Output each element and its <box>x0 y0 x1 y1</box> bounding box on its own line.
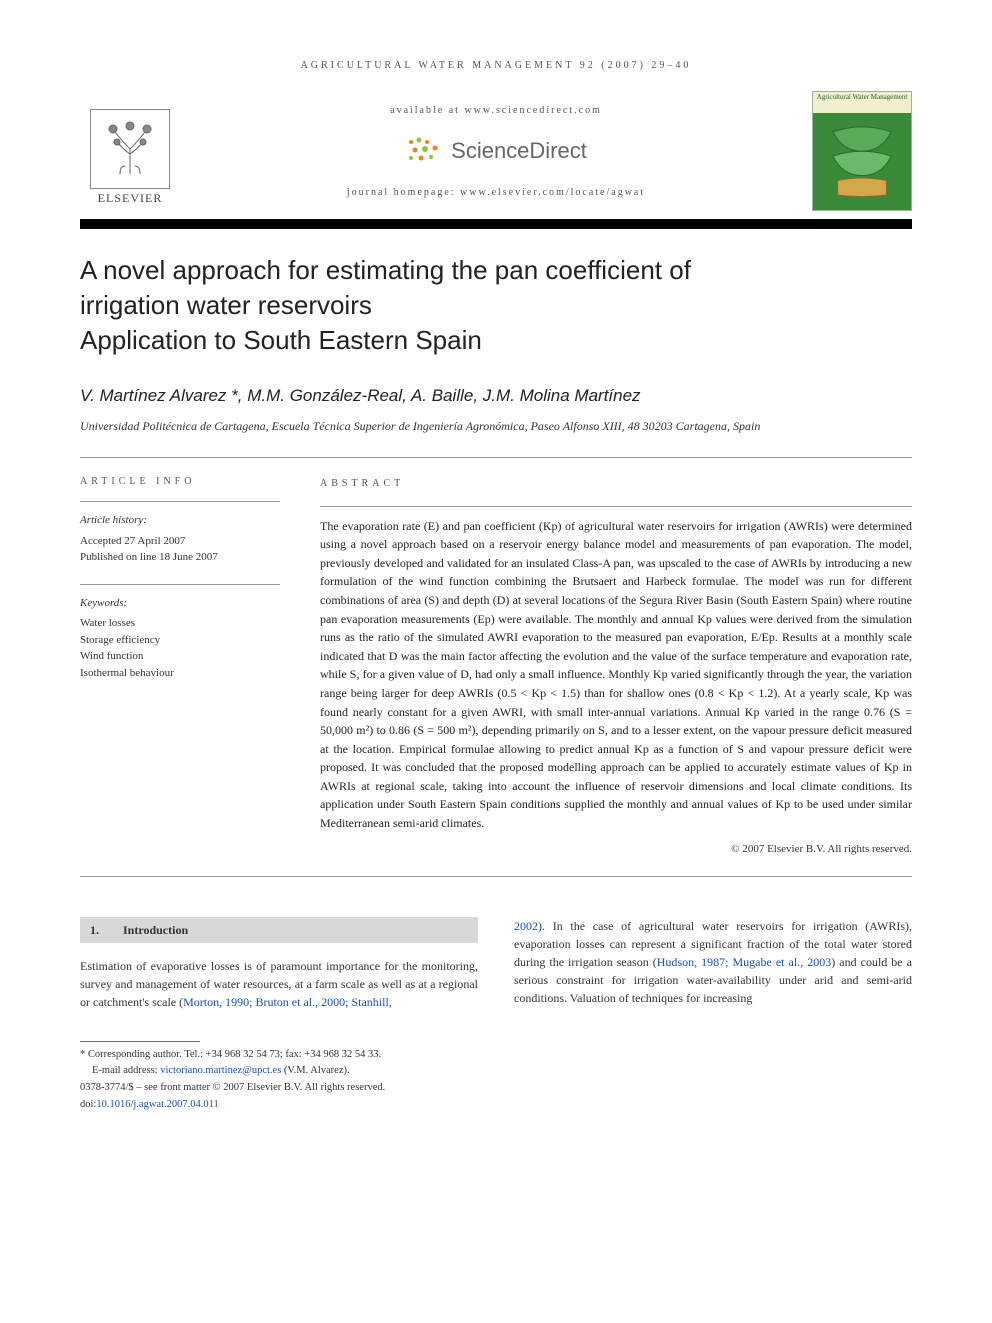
title-separator-bar <box>80 219 912 229</box>
keywords-label: Keywords: <box>80 595 280 612</box>
title-line-1: A novel approach for estimating the pan … <box>80 255 691 285</box>
journal-header: ELSEVIER available at www.sciencedirect.… <box>80 91 912 211</box>
doi-link[interactable]: 10.1016/j.agwat.2007.04.011 <box>96 1099 218 1110</box>
sciencedirect-dots-icon <box>405 134 445 169</box>
keyword-item: Wind function <box>80 648 280 665</box>
elsevier-label: ELSEVIER <box>98 191 163 206</box>
footnotes: * Corresponding author. Tel.: +34 968 32… <box>80 1041 912 1113</box>
keyword-item: Storage efficiency <box>80 632 280 649</box>
info-divider-2 <box>80 584 280 585</box>
email-tail: (V.M. Alvarez). <box>281 1065 349 1076</box>
abstract-divider <box>320 506 912 507</box>
article-title: A novel approach for estimating the pan … <box>80 253 912 358</box>
available-at-text: available at www.sciencedirect.com <box>180 105 812 116</box>
section-number: 1. <box>90 921 99 939</box>
header-center: available at www.sciencedirect.com <box>180 105 812 198</box>
sciencedirect-text: ScienceDirect <box>451 138 587 164</box>
sciencedirect-logo: ScienceDirect <box>405 134 587 169</box>
front-matter-text: 0378-3774/$ – see front matter © 2007 El… <box>80 1081 912 1096</box>
authors: V. Martínez Alvarez *, M.M. González-Rea… <box>80 386 912 406</box>
keyword-item: Isothermal behaviour <box>80 665 280 682</box>
title-line-3: Application to South Eastern Spain <box>80 325 482 355</box>
abstract-copyright: © 2007 Elsevier B.V. All rights reserved… <box>320 841 912 858</box>
accepted-date: Accepted 27 April 2007 <box>80 533 280 550</box>
article-info-heading: ARTICLE INFO <box>80 476 280 487</box>
info-abstract-row: ARTICLE INFO Article history: Accepted 2… <box>80 458 912 876</box>
article-history-label: Article history: <box>80 512 280 529</box>
abstract-text: The evaporation rate (E) and pan coeffic… <box>320 517 912 833</box>
body-column-right: 2002). In the case of agricultural water… <box>514 917 912 1011</box>
section-heading: 1. Introduction <box>80 917 478 943</box>
title-line-2: irrigation water reservoirs <box>80 290 372 320</box>
article-history-block: Article history: Accepted 27 April 2007 … <box>80 512 280 566</box>
keyword-item: Water losses <box>80 615 280 632</box>
journal-homepage-text: journal homepage: www.elsevier.com/locat… <box>180 187 812 198</box>
abstract-column: ABSTRACT The evaporation rate (E) and pa… <box>320 476 912 858</box>
running-header: AGRICULTURAL WATER MANAGEMENT 92 (2007) … <box>80 60 912 71</box>
body-columns: 1. Introduction Estimation of evaporativ… <box>80 917 912 1011</box>
email-label: E-mail address: <box>92 1065 160 1076</box>
affiliation: Universidad Politécnica de Cartagena, Es… <box>80 418 912 435</box>
footnote-divider <box>80 1041 200 1042</box>
journal-cover-art-icon <box>823 122 901 200</box>
article-info-column: ARTICLE INFO Article history: Accepted 2… <box>80 476 280 858</box>
elsevier-logo: ELSEVIER <box>80 96 180 206</box>
body-column-left: 1. Introduction Estimation of evaporativ… <box>80 917 478 1011</box>
citation-link[interactable]: Hudson, 1987; Mugabe et al., 2003 <box>657 955 831 969</box>
citation-link[interactable]: Morton, 1990; Bruton et al., 2000; Stanh… <box>183 995 392 1009</box>
journal-cover-thumbnail: Agricultural Water Management <box>812 91 912 211</box>
abstract-heading: ABSTRACT <box>320 476 912 492</box>
doi-label: doi: <box>80 1099 96 1110</box>
elsevier-tree-icon <box>90 109 170 189</box>
info-divider-1 <box>80 501 280 502</box>
intro-paragraph-left: Estimation of evaporative losses is of p… <box>80 957 478 1011</box>
corresponding-author-contact: Tel.: +34 968 32 54 73; fax: +34 968 32 … <box>182 1049 381 1060</box>
citation-link[interactable]: 2002 <box>514 919 538 933</box>
email-link[interactable]: victoriano.martinez@upct.es <box>160 1065 281 1076</box>
corresponding-author-label: * Corresponding author. <box>80 1049 182 1060</box>
intro-paragraph-right: 2002). In the case of agricultural water… <box>514 917 912 1007</box>
keywords-block: Keywords: Water losses Storage efficienc… <box>80 595 280 682</box>
journal-cover-title: Agricultural Water Management <box>813 92 911 104</box>
section-title: Introduction <box>123 921 188 939</box>
divider-bottom <box>80 876 912 877</box>
published-date: Published on line 18 June 2007 <box>80 549 280 566</box>
